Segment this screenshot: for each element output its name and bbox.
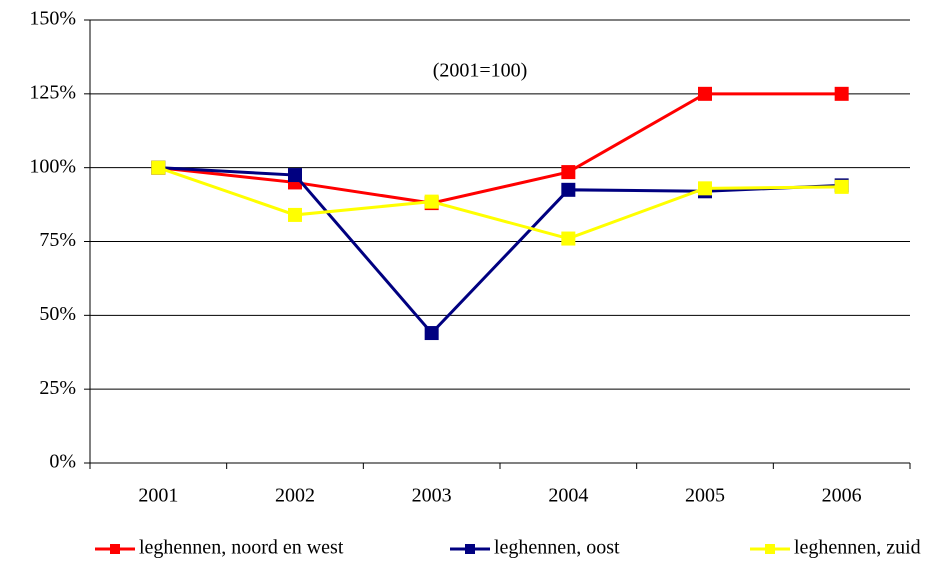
y-tick-label: 0% [49, 451, 76, 473]
marker [561, 231, 576, 246]
marker [288, 168, 302, 183]
x-tick-label: 2006 [822, 485, 862, 507]
y-tick-label: 100% [29, 155, 76, 177]
marker [151, 160, 166, 175]
legend-label: leghennen, noord en west [139, 537, 344, 559]
series-line [157, 166, 842, 241]
marker [288, 207, 302, 222]
legend-label: leghennen, oost [494, 537, 620, 559]
legend-marker [765, 544, 775, 554]
marker [834, 179, 849, 194]
x-tick-label: 2004 [548, 485, 588, 507]
x-tick-label: 2001 [138, 485, 178, 507]
marker [834, 86, 849, 101]
x-tick-label: 2002 [275, 485, 315, 507]
marker [698, 181, 712, 196]
y-tick-label: 25% [39, 377, 76, 399]
y-tick-label: 75% [39, 229, 76, 251]
legend-marker [110, 544, 120, 554]
series-line [158, 166, 842, 336]
y-tick-label: 50% [39, 303, 76, 325]
y-tick-label: 150% [29, 8, 76, 30]
legend-marker [465, 544, 475, 554]
marker [424, 326, 439, 341]
y-tick-label: 125% [29, 81, 76, 103]
legend-label: leghennen, zuid [794, 537, 921, 559]
series-line [158, 92, 842, 205]
annotation: (2001=100) [433, 60, 528, 82]
marker [561, 165, 576, 180]
marker [424, 194, 439, 209]
x-tick-label: 2003 [412, 485, 452, 507]
marker [698, 86, 712, 101]
x-tick-label: 2005 [685, 485, 725, 507]
marker [561, 182, 576, 197]
